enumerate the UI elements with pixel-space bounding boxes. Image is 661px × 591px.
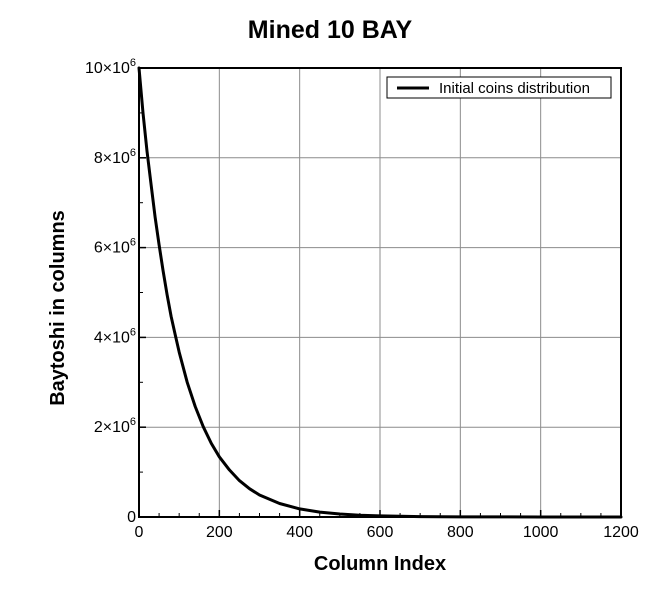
y-tick-label: 4×106 xyxy=(94,326,136,346)
x-tick-label: 1000 xyxy=(523,524,559,541)
x-tick-label: 400 xyxy=(286,524,313,541)
y-tick-label: 0 xyxy=(127,509,136,526)
y-tick-label: 6×106 xyxy=(94,237,136,257)
x-tick-label: 0 xyxy=(135,524,144,541)
y-tick-label: 10×106 xyxy=(85,57,136,77)
y-axis-ticks: 0 2×106 4×106 6×106 8×106 10×106 xyxy=(85,57,146,526)
y-tick-label: 2×106 xyxy=(94,416,136,436)
legend-label-initial-coins: Initial coins distribution xyxy=(439,80,590,97)
legend-box xyxy=(386,76,612,99)
legend: Initial coins distribution xyxy=(386,76,612,99)
plot-area-frame xyxy=(138,67,622,518)
x-tick-label: 1200 xyxy=(603,524,639,541)
y-axis-label: Baytoshi in columns xyxy=(47,210,69,406)
x-axis-label: Column Index xyxy=(314,553,446,575)
grid-lines xyxy=(138,67,622,518)
x-tick-label: 600 xyxy=(367,524,394,541)
x-tick-label: 200 xyxy=(206,524,233,541)
y-tick-label: 8×106 xyxy=(94,147,136,167)
minor-ticks xyxy=(139,112,602,517)
x-tick-label: 800 xyxy=(447,524,474,541)
x-axis-ticks: 0 200 400 600 800 1000 1200 xyxy=(135,510,639,541)
chart-title: Mined 10 BAY xyxy=(248,16,413,44)
